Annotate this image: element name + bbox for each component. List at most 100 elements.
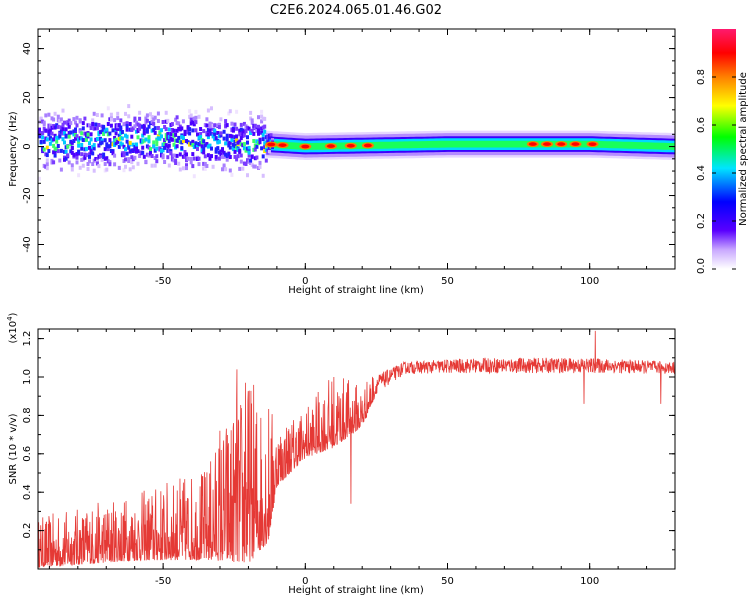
spectrogram-cell [42,122,46,127]
spectrogram-cell [233,154,237,159]
spectrogram-cell [246,140,249,145]
spectrogram-cell [191,120,195,125]
spectrogram-cell [156,134,160,139]
spectrogram-cell [48,141,52,146]
spectrogram-cell [55,124,59,129]
spectrogram-cell [169,151,173,156]
spectrogram-cell [175,153,179,158]
spectrogram-cell [138,123,142,128]
spectrogram-cell [253,156,257,161]
spectrogram-cell [88,123,91,128]
spectrogram-cell [257,124,260,129]
spectrogram-cell [64,145,68,150]
spectrogram-cell [261,154,265,159]
spectrogram-cell [261,137,265,142]
colorbar-ticks: 0.0 0.2 0.4 0.6 0.8 [696,69,736,274]
spectrogram-cell [128,140,132,145]
spectrogram-cell [141,133,145,138]
spectrogram-cell [61,108,65,113]
spectrogram-cell [174,117,178,122]
spectrogram-cell [106,106,110,111]
spectrogram-hotspot-core [267,142,276,147]
spectrogram-cell [41,131,45,135]
spectrogram-cell [164,127,168,132]
spectrogram-cell [95,161,99,166]
spectrogram-cell [122,144,126,149]
spectrogram-cell [108,131,112,136]
spectrogram-cell [72,152,76,157]
spectrogram-cell [255,144,259,149]
spectrogram-cell [205,142,209,146]
spectrogram-cell [175,115,179,120]
spectrogram-cell [138,126,142,131]
spectrogram-cell [199,142,203,147]
spectrogram-cell [263,149,267,153]
spectrogram-cell [109,112,113,117]
spectrogram-cell [92,126,96,131]
spectrogram-cell [252,131,256,136]
spectrogram-cell [230,138,234,143]
spectrogram-cell [202,166,206,171]
spectrogram-cell [124,133,127,138]
spectrogram-cell [250,120,254,125]
spectrogram-cell [111,151,115,156]
spectrogram-cell [138,110,142,115]
spectrogram-cell [67,123,71,127]
spectrogram-cell [199,134,203,139]
spectrogram-cell [210,106,213,111]
spectrogram-cell [106,147,110,152]
spectrogram-cell [86,132,90,137]
spectrogram-cell [56,114,60,119]
spectrogram-cell [197,162,201,167]
spectrogram-cell [205,123,209,128]
spectrogram-cell [194,120,198,125]
spectrogram-cell [75,152,79,156]
spectrogram-cell [150,119,154,124]
snr-x-label: Height of straight line (km) [288,585,424,596]
spectrogram-cell [108,144,112,149]
spectrogram-cell [241,166,245,171]
spectrogram-cell [208,128,212,133]
spectrogram-cell [72,117,76,122]
spectrogram-cell [263,145,267,149]
spectrogram-cell [253,164,257,169]
spectrogram-cell [91,122,95,126]
spectrogram-cell [75,115,79,120]
spectrogram-cell [80,142,84,147]
spectrogram-cell [222,129,226,134]
spectrogram-cell [161,148,165,153]
spectrogram-cell [111,142,115,147]
spectrogram-cell [228,168,232,173]
spectrogram-cell [91,162,95,166]
spectrogram-cell [45,162,49,167]
spectrogram-cell [131,142,135,147]
spectrogram-cell [177,126,181,131]
spectrogram-cell [247,150,251,155]
spectrogram-cell [42,126,46,131]
colorbar-gradient [712,29,736,269]
spectrogram-cell [131,157,135,162]
spectrogram-cell [163,145,167,150]
spectrogram-cell [75,155,79,160]
spectrogram-cell [267,133,271,138]
spectrogram-cell [150,154,154,158]
spectrogram-frame [37,28,676,270]
spectrogram-cell [133,146,137,151]
spectrogram-cell [200,141,204,146]
spectrogram-cell [244,162,248,166]
spectrogram-cell [188,109,192,114]
spectrogram-cell [88,159,91,164]
spectrogram-cell [94,137,98,142]
spectrogram-cell [174,158,178,163]
spectrogram-cell [58,158,62,163]
spectrogram-cell [124,157,127,162]
spectrogram-cell [183,154,187,159]
spectrogram-cell [53,133,57,138]
spectrogram-cell [74,120,77,125]
spectrogram-cell [178,152,182,157]
spectrogram-cell [172,128,176,133]
spectrogram-cell [145,113,149,118]
spectrogram-cell [86,162,90,166]
spectrogram-cell [211,134,215,139]
spectrogram-cell [113,162,117,167]
